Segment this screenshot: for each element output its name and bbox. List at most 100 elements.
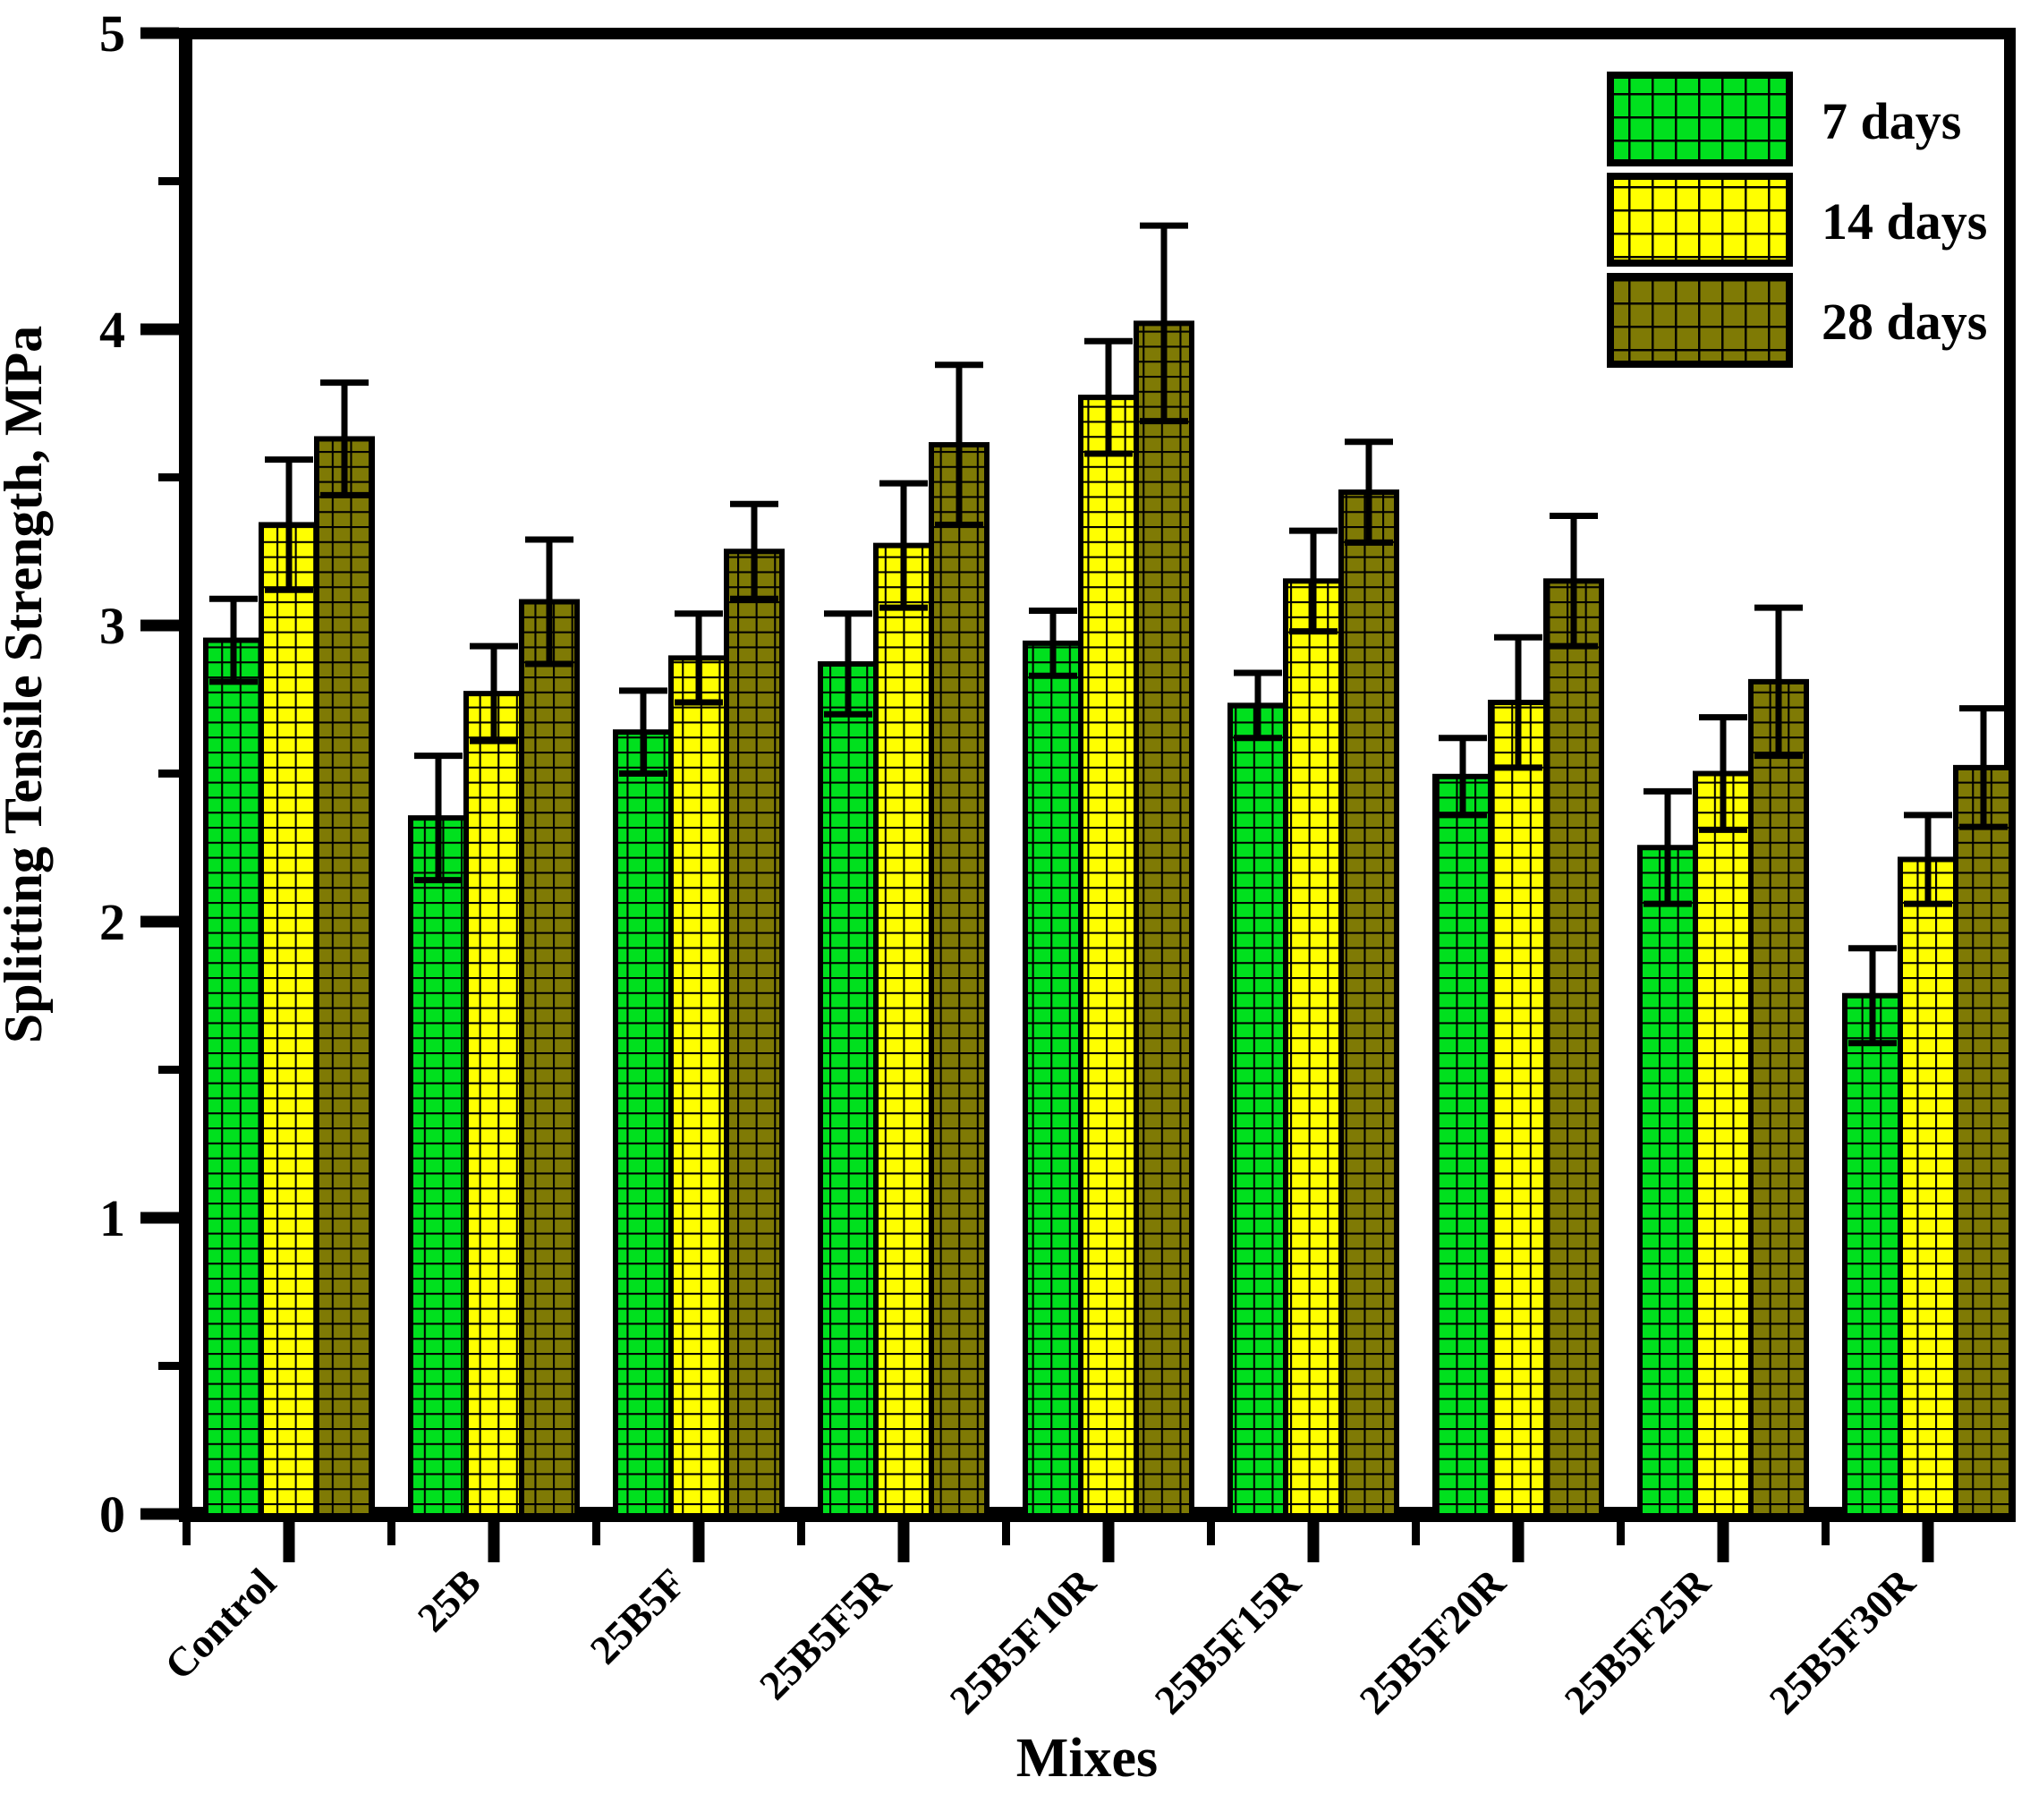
y-major-tick [140,1212,179,1224]
bar-28days-25B5F10R [1134,320,1194,1518]
bar-7days-25B5F20R [1432,773,1493,1518]
y-tick-label: 3 [99,597,125,655]
y-tick-label: 5 [99,4,125,63]
bar-7days-25B [408,815,469,1518]
bar-7days-25B5F15R [1227,702,1288,1518]
error-bar-14days-Control [265,456,313,593]
x-minor-tick [1822,1522,1830,1545]
error-bar-28days-25B5F [730,500,778,602]
x-major-tick [897,1522,910,1562]
axis-ticks [140,27,1934,1562]
bar-28days-25B5F15R [1338,489,1399,1518]
x-major-tick [1512,1522,1525,1562]
legend-swatch-7days [1607,72,1793,166]
bar-14days-25B5F10R [1078,395,1139,1518]
bar-28days-25B5F5R [929,442,990,1519]
x-tick-label-25B5F: 25B5F [582,1560,694,1672]
frame-edge [179,28,2016,39]
bar-7days-25B5F5R [818,661,879,1518]
x-major-tick [1102,1522,1115,1562]
bar-7days-25B5F10R [1023,640,1083,1518]
error-bar-28days-25B5F15R [1345,438,1393,546]
bar-14days-Control [259,522,319,1519]
x-major-tick [488,1522,500,1562]
x-tick-label-25B: 25B [409,1560,489,1640]
legend-label-14days: 14 days [1822,192,1987,251]
legend-swatch-14days [1607,173,1793,267]
x-tick-label-25B5F30R: 25B5F30R [1761,1559,1924,1722]
x-tick-label-25B5F20R: 25B5F20R [1351,1559,1515,1722]
bar-7days-25B5F30R [1842,992,1903,1518]
bar-28days-25B5F25R [1748,678,1809,1518]
bar-28days-25B5F [724,549,785,1518]
bar-14days-25B [463,691,524,1518]
error-bar-14days-25B5F20R [1494,634,1542,771]
error-bar-7days-Control [209,595,258,685]
error-bar-28days-25B5F10R [1140,222,1188,425]
bar-14days-25B5F15R [1283,578,1344,1518]
bar-28days-Control [314,436,375,1519]
error-bar-14days-25B5F5R [879,480,928,611]
y-minor-tick [158,1362,179,1370]
x-tick-labels: Control 25B 25B5F 25B5F5R 25B5F10R 25B5F15R 25… [156,1559,1924,1722]
error-bar-14days-25B5F25R [1699,714,1747,833]
x-major-tick [692,1522,705,1562]
error-bar-7days-25B5F [619,687,667,777]
error-bar-28days-25B5F30R [1959,705,2008,830]
error-bar-28days-25B5F20R [1550,513,1598,650]
x-major-tick [283,1522,295,1562]
error-bar-14days-25B [470,642,518,744]
legend-swatch-28days [1607,273,1793,368]
y-major-tick [140,27,179,39]
y-minor-tick [158,473,179,481]
bar-14days-25B5F [668,655,729,1518]
x-tick-label-25B5F5R: 25B5F5R [751,1559,900,1708]
bar-7days-25B5F [613,729,674,1518]
error-bar-7days-25B5F30R [1848,945,1897,1047]
error-bar-28days-25B5F5R [935,361,983,528]
x-tick-label-Control: Control [156,1560,285,1688]
y-tick-labels: 0 1 2 3 4 5 [99,4,125,1544]
error-bar-14days-25B5F15R [1289,527,1338,635]
error-bar-14days-25B5F30R [1904,812,1952,907]
y-major-tick [140,1508,179,1520]
bar-7days-25B5F25R [1637,845,1698,1518]
y-major-tick [140,915,179,928]
x-tick-label-25B5F15R: 25B5F15R [1146,1559,1310,1722]
y-tick-label: 2 [99,893,125,951]
x-major-tick [1307,1522,1320,1562]
error-bar-7days-25B5F10R [1029,607,1077,679]
x-minor-tick [592,1522,600,1545]
x-tick-label-25B5F10R: 25B5F10R [941,1559,1105,1722]
x-minor-tick [797,1522,805,1545]
x-minor-tick [1617,1522,1625,1545]
y-minor-tick [158,770,179,778]
bar-28days-25B5F20R [1543,578,1604,1518]
y-axis-title: Splitting Tensile Strength, MPa [0,326,53,1043]
error-bars [209,222,2008,1047]
error-bar-7days-25B5F25R [1644,787,1692,907]
legend-label-28days: 28 days [1822,293,1987,351]
error-bar-28days-25B5F25R [1754,604,1803,760]
error-bar-14days-25B5F10R [1084,337,1133,457]
error-bar-14days-25B5F [675,610,723,706]
x-minor-tick [387,1522,395,1545]
error-bar-28days-25B [525,536,573,668]
y-minor-tick [158,177,179,185]
y-tick-label: 1 [99,1189,125,1247]
y-tick-label: 0 [99,1485,125,1544]
legend-swatches [1607,72,1793,368]
error-bar-7days-25B5F15R [1234,669,1282,742]
x-major-tick [1922,1522,1934,1562]
error-bar-7days-25B5F20R [1439,735,1487,819]
bar-14days-25B5F5R [873,542,934,1518]
x-tick-label-25B5F25R: 25B5F25R [1556,1559,1720,1722]
y-minor-tick [158,1066,179,1074]
frame-edge [179,28,192,1522]
legend-label-7days: 7 days [1822,92,1961,150]
x-axis-title: Mixes [1016,1728,1158,1789]
bar-7days-Control [203,637,264,1518]
x-minor-tick [183,1522,191,1545]
